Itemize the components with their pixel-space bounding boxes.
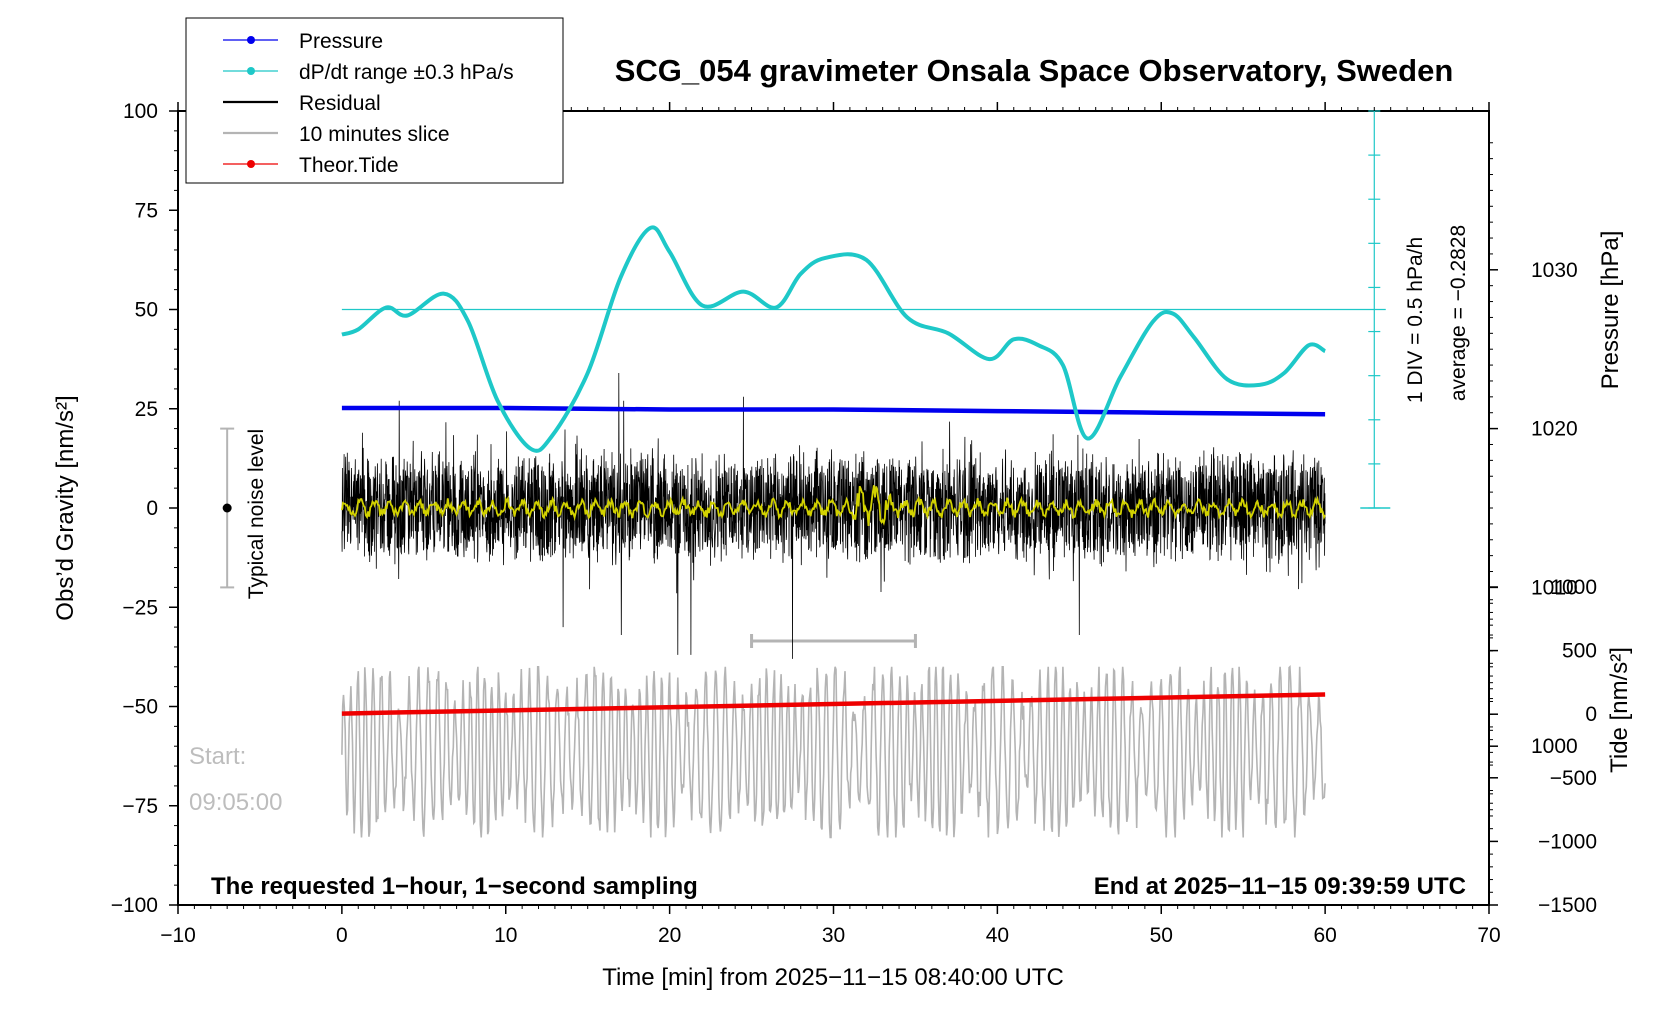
tide-tick-label: 500 <box>1562 640 1597 663</box>
chart-title: SCG_054 gravimeter Onsala Space Observat… <box>615 53 1454 88</box>
div-label: 1 DIV = 0.5 hPa/h <box>1404 237 1427 403</box>
pressure-tick-label: 1020 <box>1531 418 1578 441</box>
smoothed-residual-line <box>341 485 1326 526</box>
tide-tick-label: −1000 <box>1538 830 1597 853</box>
start-label: Start: <box>189 743 246 770</box>
x-tick-label: 10 <box>494 924 517 947</box>
x-tick-label: −10 <box>160 924 196 947</box>
pressure-axis-label: Pressure [hPa] <box>1597 231 1624 390</box>
legend-box <box>185 17 564 184</box>
tide-tick-label: −1500 <box>1538 894 1597 917</box>
pressure-tick-label: 1000 <box>1531 735 1578 758</box>
x-tick-label: 70 <box>1477 924 1500 947</box>
y-axis-label: Obs’d Gravity [nm/s²] <box>52 395 79 620</box>
x-axis-label: Time [min] from 2025−11−15 08:40:00 UTC <box>602 964 1064 991</box>
x-tick-label: 60 <box>1313 924 1336 947</box>
legend-label: Residual <box>299 92 381 115</box>
noise-level-center <box>222 503 232 513</box>
average-label: average = −0.2828 <box>1447 225 1470 401</box>
y-tick-label: −100 <box>111 894 158 917</box>
pressure-tick-label: 1030 <box>1531 259 1578 282</box>
residual-series-line <box>341 372 1326 659</box>
legend-label: dP/dt range ±0.3 hPa/s <box>299 61 514 84</box>
x-tick-label: 50 <box>1150 924 1173 947</box>
pressure-tick-label: 1010 <box>1531 576 1578 599</box>
pressure-series-line <box>341 405 1326 417</box>
dpdt-series-line <box>341 225 1327 453</box>
x-tick-label: 30 <box>822 924 845 947</box>
y-tick-label: 25 <box>135 398 158 421</box>
y-tick-label: −25 <box>122 596 158 619</box>
legend-swatch-marker <box>247 36 255 44</box>
y-tick-label: −75 <box>122 795 158 818</box>
noise-level-label: Typical noise level <box>245 429 268 599</box>
bottom-right-note: End at 2025−11−15 09:39:59 UTC <box>1094 873 1466 900</box>
x-tick-label: 0 <box>336 924 348 947</box>
x-tick-label: 40 <box>986 924 1009 947</box>
legend-swatch-marker <box>247 67 255 75</box>
legend-items: Pressure dP/dt range ±0.3 hPa/s Residual 10… <box>223 30 514 177</box>
legend-label: Pressure <box>299 30 383 53</box>
y-tick-label: 0 <box>146 497 158 520</box>
y-tick-label: 100 <box>123 100 158 123</box>
y-tick-label: 75 <box>135 199 158 222</box>
tide-series-line <box>341 692 1326 716</box>
bottom-left-note: The requested 1−hour, 1−second sampling <box>211 873 698 900</box>
data-layer <box>220 110 1391 839</box>
y-tick-label: 50 <box>135 299 158 322</box>
tide-tick-label: −500 <box>1550 767 1597 790</box>
tide-tick-label: 0 <box>1585 703 1597 726</box>
legend: Pressure dP/dt range ±0.3 hPa/s Residual 10… <box>185 17 564 184</box>
legend-label: 10 minutes slice <box>299 123 450 146</box>
start-time: 09:05:00 <box>189 789 282 816</box>
tide-tick-label: 1000 <box>1550 576 1597 599</box>
y-tick-label: −50 <box>122 696 158 719</box>
slice-series-line <box>341 664 1326 839</box>
tide-axis-label: Tide [nm/s²] <box>1606 647 1633 773</box>
legend-label: Theor.Tide <box>299 154 399 177</box>
x-tick-label: 20 <box>658 924 681 947</box>
axes-layer: −10 0 10 20 30 40 50 60 701007550250−25−50−75−10… <box>111 100 1597 947</box>
legend-swatch-marker <box>247 160 255 168</box>
